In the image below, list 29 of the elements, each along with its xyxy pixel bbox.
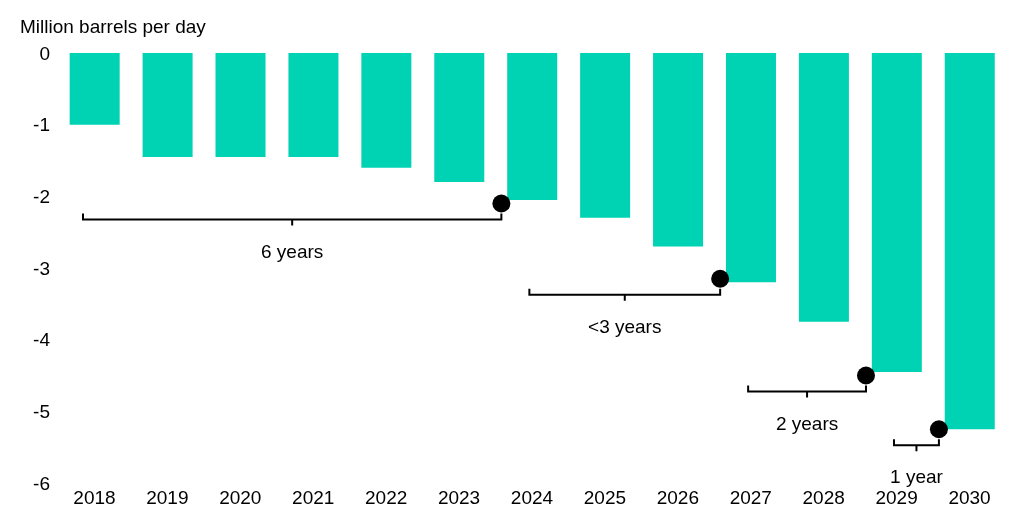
y-tick-label: -5 [33,401,50,423]
point [492,194,511,213]
y-tick-label: -3 [33,257,50,279]
x-tick-label: 2018 [73,487,116,509]
annotation: 6 years [261,240,324,262]
point [711,269,730,288]
x-tick-label: 2028 [802,487,845,509]
annotation: 1 year [890,466,944,488]
y-tick-label: -4 [33,329,51,351]
point [856,366,875,385]
x-tick-label: 2022 [365,487,408,509]
x-tick-label: 2020 [219,487,262,509]
y-tick-label: -2 [33,186,50,208]
annotation: <3 years [588,315,662,337]
x-tick-label: 2023 [437,487,481,509]
x-tick-label: 2027 [729,487,772,509]
x-tick-label: 2026 [656,487,699,509]
y-tick-label: -6 [33,472,50,494]
x-tick-label: 2025 [583,487,627,509]
x-tick-label: 2030 [948,487,991,509]
y-axis-title: Million barrels per day [20,16,206,38]
annotation: 2 years [775,412,839,434]
y-tick-label: 0 [39,42,50,64]
x-tick-label: 2024 [510,487,554,509]
x-tick-label: 2021 [292,487,335,509]
y-tick-label: -1 [33,114,50,136]
x-tick-label: 2019 [146,487,189,509]
x-tick-label: 2029 [875,487,918,509]
point [929,420,948,439]
